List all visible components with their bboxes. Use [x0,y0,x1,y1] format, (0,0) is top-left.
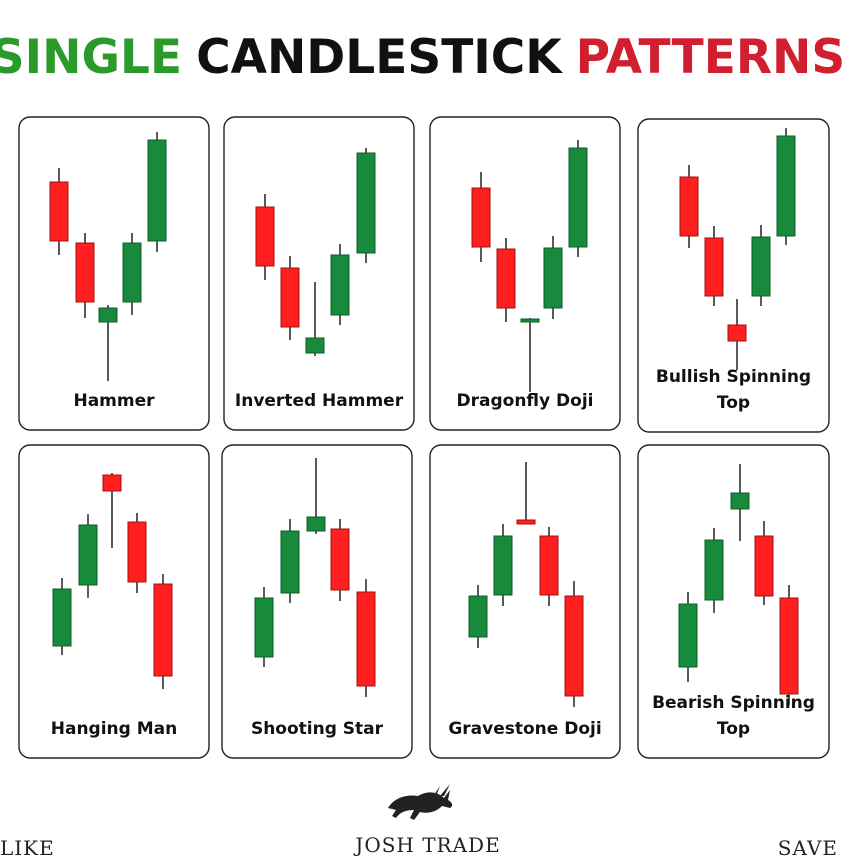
card-frame [18,444,210,759]
candle-body [471,187,491,248]
candle-body [679,176,699,237]
candle-body [153,583,173,677]
candle-body [564,595,584,697]
candle-body [727,324,747,342]
pattern-card: Bullish Spinning Top [637,118,830,433]
pattern-card: Inverted Hammer [223,116,415,431]
candle-body [516,519,536,525]
title-word: SINGLE [0,30,182,85]
candle-body [122,242,142,303]
candle-body [704,539,724,601]
candle-body [678,603,698,668]
save[interactable]: SAVE [778,836,838,860]
candle-body [568,147,588,248]
card-label: Hanging Man [51,719,177,739]
candle-body [49,181,69,242]
candle-body [539,535,559,596]
candle-body [75,242,95,303]
candle-body [468,595,488,638]
card-label: Bullish Spinning [656,367,811,387]
candle-body [305,337,325,354]
candle-body [356,152,376,254]
card-label: Shooting Star [251,719,384,739]
candle-body [127,521,147,583]
title-word: CANDLESTICK [196,30,563,85]
candle-body [493,535,513,596]
candle-body [730,492,750,510]
card-frame [429,116,621,431]
card-label: Inverted Hammer [235,391,404,411]
card-label: Dragonfly Doji [457,391,594,411]
card-label: Bearish Spinning [652,693,815,713]
candle-body [306,516,326,532]
candle-body [356,591,376,687]
candle-body [147,139,167,242]
pattern-card: Bearish Spinning Top [637,444,830,759]
candle-body [704,237,724,297]
candle-body [776,135,796,237]
brand: JOSH TRADE [353,833,500,857]
card-label: Top [717,393,750,413]
candle-body [102,474,122,492]
candle-body [751,236,771,297]
card-label: Gravestone Doji [448,719,601,739]
candle-body [779,597,799,695]
card-label: Hammer [73,391,155,411]
card-frame [18,116,210,431]
candle-body [330,254,350,316]
card-frame [221,444,413,759]
candle-body [496,248,516,309]
candle-body [280,530,300,594]
candle-body [254,597,274,658]
pattern-card: Dragonfly Doji [429,116,621,431]
candle-body [330,528,350,591]
candle-body [520,318,540,323]
candle-body [52,588,72,647]
title: SINGLE CANDLESTICK PATTERNS [0,30,845,85]
candle-body [280,267,300,328]
bull-logo [388,784,453,820]
candle-body [98,307,118,323]
pattern-card: Shooting Star [221,444,413,759]
card-frame [429,444,621,759]
pattern-card: Gravestone Doji [429,444,621,759]
pattern-card: Hammer [18,116,210,431]
candle-body [754,535,774,597]
cards: Hammer Inverted Hammer Dragonfly Doji Bulli… [18,116,830,759]
like[interactable]: LIKE [0,836,55,860]
card-frame [223,116,415,431]
card-label: Top [717,719,750,739]
candle-body [78,524,98,586]
candle-body [543,247,563,309]
candle-body [255,206,275,267]
pattern-card: Hanging Man [18,444,210,759]
title-word: PATTERNS [576,30,846,85]
